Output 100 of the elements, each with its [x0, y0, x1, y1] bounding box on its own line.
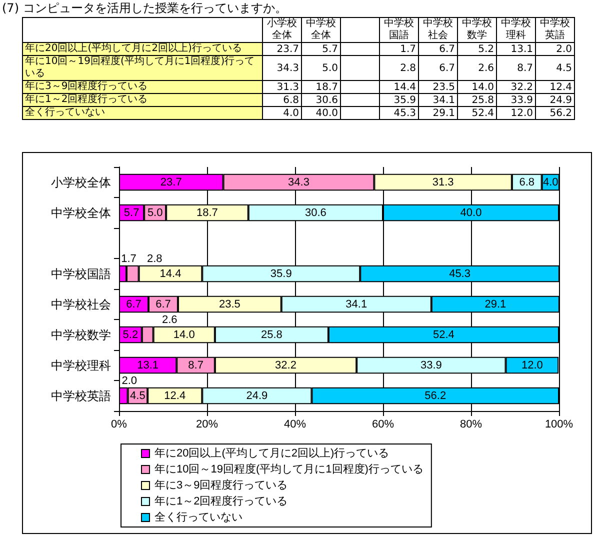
text: 6.7	[439, 62, 455, 74]
data-label: 23.7	[160, 176, 182, 188]
x-tick-label: 60%	[372, 418, 394, 430]
x-tick-label: 100%	[544, 418, 574, 430]
data-label: 14.4	[160, 268, 182, 280]
data-label: 6.7	[156, 298, 171, 310]
text: 4.0	[283, 108, 299, 118]
category-label: 中学校理科	[501, 18, 531, 41]
text: 全く行っていない	[25, 107, 105, 118]
data-label: 5.7	[124, 206, 140, 219]
text: 56.2	[550, 108, 572, 118]
data-label: 56.2	[424, 390, 446, 402]
text: 45.3	[394, 108, 416, 118]
text: 23.5	[432, 82, 455, 92]
y-tick-label: 中学校数学	[51, 328, 111, 342]
data-label: 31.3	[432, 176, 454, 188]
legend-label: 年に1～2回程度行っている	[154, 494, 288, 508]
text: 35.9	[394, 94, 416, 106]
data-label: 4.5	[130, 390, 146, 402]
text: 年に3～9回程度行っている	[25, 81, 148, 92]
text: 2.6	[478, 62, 494, 74]
text: 31.3	[276, 82, 299, 92]
data-label: 32.2	[275, 359, 296, 372]
text: 13.1	[510, 44, 533, 54]
text: 34.1	[432, 94, 455, 106]
data-label: 23.5	[218, 298, 240, 310]
text: 30.6	[316, 94, 338, 106]
data-label: 24.9	[246, 390, 268, 402]
text: 8.7	[517, 62, 533, 74]
text: 33.9	[510, 94, 533, 106]
text: 18.7	[316, 82, 338, 92]
data-label: 30.6	[304, 206, 326, 219]
text: 40.0	[316, 108, 338, 118]
data-label: 52.4	[433, 328, 454, 341]
y-tick-label: 小学校全体	[51, 175, 111, 190]
data-label: 1.7	[121, 252, 136, 265]
text: 6.7	[439, 44, 455, 54]
data-label: 29.1	[484, 298, 506, 310]
category-label: 中学校全体	[306, 18, 336, 41]
data-label: 6.8	[519, 176, 535, 188]
data-label: 2.6	[162, 314, 178, 326]
category-label: 中学校社会	[423, 18, 453, 41]
data-label: 4.0	[542, 176, 558, 188]
text: 34.3	[276, 62, 299, 74]
legend-label: 年に10回～19回程度(平均して月に1回程度)行っている	[154, 462, 424, 476]
text: 5.7	[322, 44, 338, 54]
category-label: 中学校数学	[462, 18, 492, 41]
data-label: 8.7	[188, 359, 204, 372]
y-tick-label: 中学校国語	[51, 266, 111, 281]
text: 24.9	[550, 94, 572, 106]
category-label: 小学校全体	[267, 18, 297, 41]
y-tick-label: 中学校全体	[51, 206, 111, 220]
text: 25.8	[472, 94, 494, 106]
x-tick-label: 0%	[111, 418, 128, 430]
data-label: 33.9	[420, 359, 442, 372]
data-label: 12.0	[521, 359, 543, 372]
legend-label: 年に20回以上(平均して月に2回以上)行っている	[154, 446, 390, 460]
data-label: 6.7	[126, 298, 142, 310]
text: 14.0	[472, 82, 494, 92]
text: 12.4	[550, 82, 572, 92]
legend-label: 年に3～9回程度行っている	[154, 478, 288, 492]
legend-label: 全く行っていない	[154, 512, 242, 524]
data-label: 2.0	[122, 374, 138, 387]
text: 1.7	[400, 44, 416, 54]
y-tick-label: 中学校英語	[51, 388, 111, 403]
text: 年に10回～19回程度(平均して月に1回程度)行っている	[25, 56, 255, 79]
data-label: 13.1	[137, 359, 159, 372]
data-label: 5.0	[147, 206, 163, 219]
data-label: 14.0	[173, 328, 195, 341]
text: 5.0	[322, 62, 338, 74]
text: 年に20回以上(平均して月に2回以上)行っている	[25, 43, 242, 54]
text: 6.8	[283, 94, 299, 106]
x-tick-label: 80%	[460, 418, 482, 430]
category-label: 中学校国語	[384, 18, 414, 41]
data-label: 40.0	[460, 206, 482, 219]
text: 29.1	[432, 108, 455, 118]
data-label: 25.8	[260, 328, 282, 341]
data-label: 45.3	[449, 268, 470, 280]
y-tick-label: 中学校理科	[51, 358, 111, 372]
y-tick-label: 中学校社会	[51, 297, 111, 312]
category-label: 中学校英語	[540, 18, 570, 41]
data-label: 35.9	[270, 268, 292, 280]
data-label: 12.4	[164, 390, 186, 402]
x-tick-label: 20%	[196, 418, 218, 430]
data-label: 34.3	[288, 176, 310, 188]
text: 32.2	[510, 82, 533, 92]
text: 14.4	[394, 82, 416, 92]
data-label: 34.1	[346, 298, 368, 310]
text: 52.4	[472, 108, 494, 118]
data-label: 18.7	[196, 206, 218, 219]
data-label: 2.8	[146, 252, 162, 265]
data-label: 5.2	[122, 328, 138, 341]
text: 5.2	[478, 44, 494, 54]
text: 12.0	[510, 108, 533, 118]
text: 年に1～2回程度行っている	[25, 94, 148, 105]
text: 23.7	[276, 44, 299, 54]
text: 2.0	[556, 44, 572, 54]
x-tick-label: 40%	[284, 418, 306, 430]
text: 4.5	[556, 62, 572, 74]
chart-title: (7) コンピュータを活用した授業を行っていますか。	[2, 0, 287, 17]
